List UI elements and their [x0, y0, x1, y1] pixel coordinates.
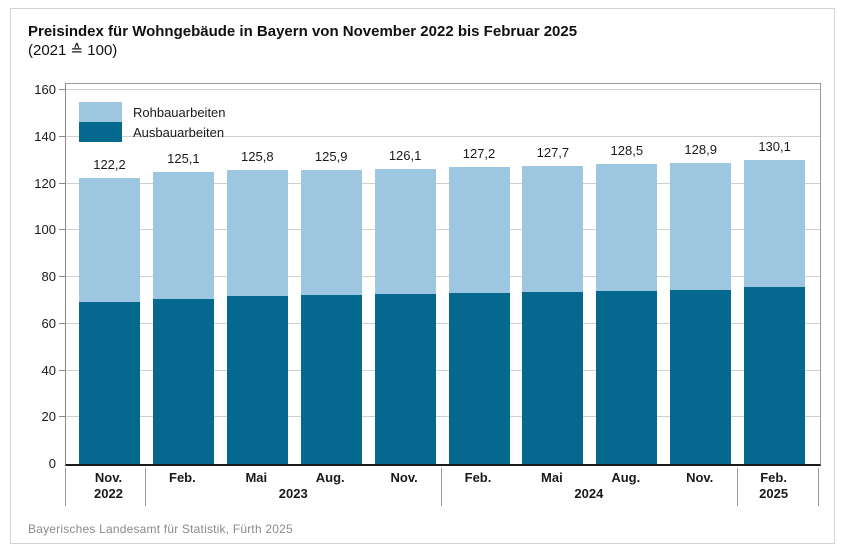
bar-segment-ausbauarbeiten: [596, 290, 658, 464]
value-label: 127,7: [536, 144, 570, 160]
gridline: [66, 89, 820, 90]
y-tick-label: 140: [34, 128, 56, 144]
bar-mai-2023: [226, 169, 288, 464]
gridline: [66, 416, 820, 418]
bar-segment-ausbauarbeiten: [79, 302, 140, 464]
bar-segment-ausbauarbeiten: [226, 296, 288, 464]
bar-segment-ausbauarbeiten: [374, 294, 436, 464]
x-month-label: Feb.: [760, 470, 787, 485]
legend: Rohbauarbeiten Ausbauarbeiten: [79, 102, 226, 142]
x-month-label: Mai: [245, 470, 268, 485]
legend-item-ausbauarbeiten: Ausbauarbeiten: [79, 122, 226, 142]
gridline: [66, 322, 820, 324]
value-label: 126,1: [388, 148, 422, 164]
x-month-label: Nov.: [390, 470, 418, 485]
value-label: 125,9: [314, 148, 348, 164]
y-tick-mark: [59, 182, 65, 184]
value-label: 130,1: [758, 138, 791, 154]
value-label: 128,5: [610, 142, 644, 158]
x-month-label: Aug.: [611, 470, 641, 485]
chart-subtitle: (2021 ≙ 100): [28, 42, 118, 59]
y-tick-label: 60: [41, 315, 56, 331]
x-month-label: Aug.: [315, 470, 345, 485]
y-tick-mark: [59, 416, 65, 418]
x-axis-separator: [145, 468, 147, 506]
bar-aug--2023: [300, 169, 362, 464]
y-tick-label: 40: [41, 362, 56, 378]
bar-feb--2024: [448, 166, 510, 464]
y-tick-mark: [59, 89, 65, 90]
x-month-label: Nov.: [94, 470, 123, 485]
legend-swatch-ausbauarbeiten-icon: [79, 122, 122, 142]
y-tick-mark: [59, 322, 65, 324]
x-month-label: Feb.: [169, 470, 196, 485]
y-tick-mark: [59, 276, 65, 277]
y-tick-label: 120: [34, 175, 56, 191]
x-month-label: Mai: [541, 470, 563, 485]
bar-segment-ausbauarbeiten: [670, 290, 732, 464]
bar-aug--2024: [596, 163, 658, 464]
bar-feb--2025: [744, 159, 806, 464]
bar-nov--2024: [670, 162, 732, 464]
x-axis-separator: [65, 468, 66, 506]
bar-feb--2023: [152, 171, 214, 464]
x-axis-separator: [441, 468, 443, 506]
gridline: [66, 135, 820, 137]
bar-nov--2023: [374, 169, 436, 464]
value-label: 122,2: [93, 157, 126, 173]
y-tick-label: 160: [34, 82, 56, 97]
y-tick-mark: [59, 229, 65, 231]
source-note: Bayerisches Landesamt für Statistik, Für…: [28, 522, 293, 536]
bar-segment-ausbauarbeiten: [522, 291, 584, 464]
x-year-label: 2022: [94, 486, 123, 501]
bar-segment-ausbauarbeiten: [448, 292, 510, 464]
value-label: 125,8: [241, 148, 274, 164]
y-tick-label: 20: [41, 409, 56, 425]
y-tick-label: 0: [48, 456, 56, 471]
x-month-label: Feb.: [464, 470, 492, 485]
gridline: [66, 182, 820, 184]
chart-title: Preisindex für Wohngebäude in Bayern von…: [28, 23, 578, 40]
y-tick-mark: [59, 369, 65, 371]
x-year-label: 2024: [574, 486, 604, 501]
plot-area: 0 20 40 60 80 100 120 140 160 122,2 125,1 125,8 125,…: [34, 83, 821, 471]
value-label: 127,2: [462, 145, 496, 161]
gridline: [66, 229, 820, 231]
value-label: 128,9: [684, 141, 717, 157]
legend-swatch-rohbauarbeiten-icon: [79, 102, 122, 122]
bar-segment-ausbauarbeiten: [152, 298, 214, 464]
y-tick-label: 80: [41, 269, 56, 284]
bar-segment-ausbauarbeiten: [744, 287, 806, 464]
x-year-label: 2025: [759, 486, 789, 501]
value-label: 125,1: [167, 150, 200, 166]
legend-item-rohbauarbeiten: Rohbauarbeiten: [79, 102, 226, 122]
x-axis: Nov. Feb. Mai Aug. Nov. Feb. Mai Aug. Nov. Feb. 20…: [65, 468, 819, 510]
y-tick-label: 100: [34, 222, 56, 238]
legend-label-ausbauarbeiten: Ausbauarbeiten: [133, 124, 225, 140]
legend-label-rohbauarbeiten: Rohbauarbeiten: [133, 104, 226, 120]
bar-nov--2022: [79, 178, 140, 464]
bar-segment-ausbauarbeiten: [300, 295, 362, 464]
gridline: [66, 276, 820, 277]
x-month-label: Nov.: [686, 470, 714, 485]
x-axis-separator: [818, 468, 819, 506]
y-tick-mark: [59, 135, 65, 137]
x-axis-separator: [736, 468, 738, 506]
chart-card: Preisindex für Wohngebäude in Bayern von…: [10, 8, 835, 544]
bar-mai-2024: [522, 165, 584, 464]
gridline: [66, 369, 820, 371]
x-year-label: 2023: [278, 486, 308, 501]
